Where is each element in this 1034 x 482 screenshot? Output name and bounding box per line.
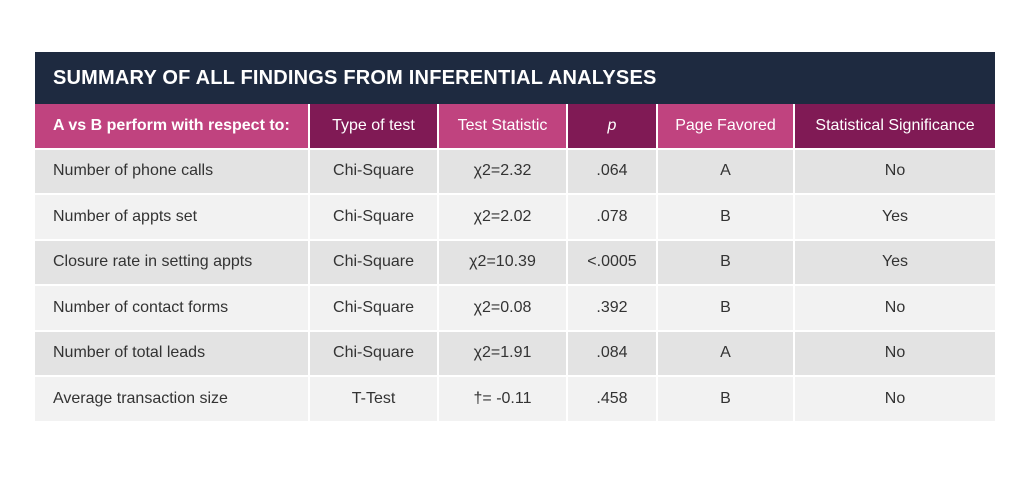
cell-significance: No bbox=[795, 149, 995, 195]
table-row: Closure rate in setting appts Chi-Square… bbox=[35, 240, 995, 286]
findings-table: SUMMARY OF ALL FINDINGS FROM INFERENTIAL… bbox=[35, 52, 995, 423]
cell-p-value: .064 bbox=[568, 149, 658, 195]
cell-test-statistic: †= -0.11 bbox=[439, 377, 568, 423]
table-row: Number of phone calls Chi-Square χ2=2.32… bbox=[35, 149, 995, 195]
cell-metric: Number of total leads bbox=[35, 331, 310, 377]
cell-metric: Closure rate in setting appts bbox=[35, 240, 310, 286]
cell-p-value: .392 bbox=[568, 286, 658, 332]
cell-significance: No bbox=[795, 331, 995, 377]
cell-page-favored: A bbox=[658, 149, 795, 195]
table-row: Number of contact forms Chi-Square χ2=0.… bbox=[35, 286, 995, 332]
cell-metric: Number of phone calls bbox=[35, 149, 310, 195]
cell-test-type: Chi-Square bbox=[310, 195, 439, 241]
cell-test-type: Chi-Square bbox=[310, 149, 439, 195]
table-row: Average transaction size T-Test †= -0.11… bbox=[35, 377, 995, 423]
cell-significance: Yes bbox=[795, 195, 995, 241]
cell-p-value: <.0005 bbox=[568, 240, 658, 286]
cell-test-type: Chi-Square bbox=[310, 240, 439, 286]
cell-p-value: .078 bbox=[568, 195, 658, 241]
cell-page-favored: B bbox=[658, 240, 795, 286]
table-title: SUMMARY OF ALL FINDINGS FROM INFERENTIAL… bbox=[35, 52, 995, 104]
cell-test-type: T-Test bbox=[310, 377, 439, 423]
cell-test-statistic: χ2=0.08 bbox=[439, 286, 568, 332]
cell-significance: No bbox=[795, 286, 995, 332]
cell-page-favored: B bbox=[658, 195, 795, 241]
table-row: Number of total leads Chi-Square χ2=1.91… bbox=[35, 331, 995, 377]
cell-p-value: .458 bbox=[568, 377, 658, 423]
cell-test-statistic: χ2=2.32 bbox=[439, 149, 568, 195]
cell-test-type: Chi-Square bbox=[310, 286, 439, 332]
column-header-page-favored: Page Favored bbox=[658, 104, 795, 150]
cell-test-statistic: χ2=2.02 bbox=[439, 195, 568, 241]
column-header-test-type: Type of test bbox=[310, 104, 439, 150]
cell-metric: Number of appts set bbox=[35, 195, 310, 241]
header-row: A vs B perform with respect to: Type of … bbox=[35, 104, 995, 150]
table-row: Number of appts set Chi-Square χ2=2.02 .… bbox=[35, 195, 995, 241]
cell-significance: No bbox=[795, 377, 995, 423]
cell-page-favored: B bbox=[658, 286, 795, 332]
cell-significance: Yes bbox=[795, 240, 995, 286]
column-header-test-statistic: Test Statistic bbox=[439, 104, 568, 150]
cell-metric: Average transaction size bbox=[35, 377, 310, 423]
cell-test-statistic: χ2=10.39 bbox=[439, 240, 568, 286]
cell-metric: Number of contact forms bbox=[35, 286, 310, 332]
cell-test-type: Chi-Square bbox=[310, 331, 439, 377]
column-header-p-value: p bbox=[568, 104, 658, 150]
cell-p-value: .084 bbox=[568, 331, 658, 377]
column-header-significance: Statistical Significance bbox=[795, 104, 995, 150]
cell-page-favored: A bbox=[658, 331, 795, 377]
cell-test-statistic: χ2=1.91 bbox=[439, 331, 568, 377]
cell-page-favored: B bbox=[658, 377, 795, 423]
column-header-comparison: A vs B perform with respect to: bbox=[35, 104, 310, 150]
